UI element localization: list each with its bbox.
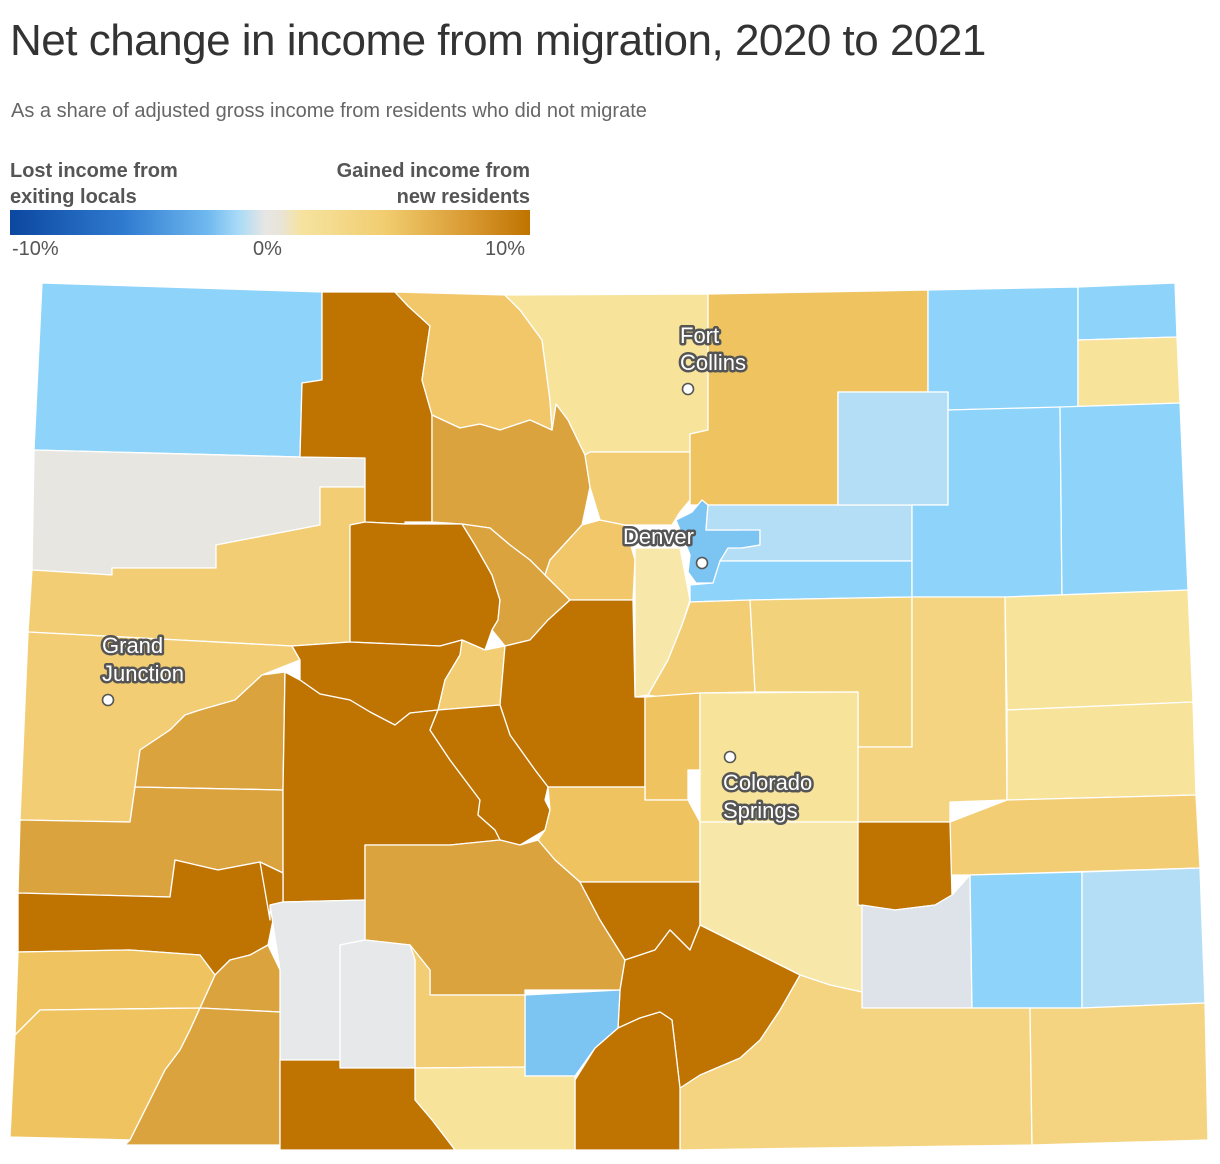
legend-loss-label: Lost income from exiting locals: [10, 158, 240, 210]
county[interactable]: [1077, 282, 1178, 341]
county[interactable]: [1059, 402, 1189, 598]
county[interactable]: [949, 794, 1201, 876]
city-dot: [681, 382, 695, 396]
legend-gain-line-2: new residents: [396, 186, 530, 208]
chart-subtitle: As a share of adjusted gross income from…: [11, 100, 647, 122]
legend-gain-line-1: Gained income from: [336, 160, 530, 182]
city-label-line: Springs: [723, 798, 798, 823]
county[interactable]: [644, 692, 701, 801]
county[interactable]: [1004, 589, 1194, 711]
city-fort-collins: Fort Collins: [678, 321, 749, 396]
county[interactable]: [584, 451, 691, 526]
legend-gain-label: Gained income from new residents: [300, 158, 530, 210]
county[interactable]: [1081, 867, 1206, 1009]
legend-tick-min: -10%: [12, 238, 59, 260]
city-label-line: Denver: [623, 524, 694, 549]
city-colorado-springs: Colorado Springs: [721, 750, 815, 826]
county[interactable]: [1006, 701, 1197, 801]
legend-tick-zero: 0%: [253, 238, 282, 260]
chart-title: Net change in income from migration, 202…: [10, 16, 986, 65]
city-label-line: Fort: [680, 323, 719, 348]
county[interactable]: [1077, 336, 1181, 408]
county[interactable]: [857, 821, 953, 911]
city-grand-junction: Grand Junction: [100, 631, 186, 707]
city-dot: [723, 750, 737, 764]
legend-tick-max: 10%: [485, 238, 526, 260]
county[interactable]: [339, 939, 416, 1069]
city-dot: [695, 556, 709, 570]
city-label-line: Collins: [680, 350, 746, 375]
city-label-line: Grand: [102, 633, 163, 658]
legend-gradient-bar: [10, 210, 530, 235]
county[interactable]: [837, 391, 949, 506]
county[interactable]: [927, 286, 1079, 411]
county[interactable]: [969, 871, 1083, 1009]
city-label-line: Colorado: [723, 770, 812, 795]
city-denver: Denver: [621, 522, 709, 570]
county[interactable]: [33, 282, 323, 458]
county[interactable]: [574, 1011, 681, 1151]
city-dot: [101, 693, 115, 707]
city-label-line: Junction: [102, 661, 184, 686]
legend-loss-line-2: exiting locals: [10, 186, 137, 208]
legend-loss-line-1: Lost income from: [10, 160, 178, 182]
county[interactable]: [1029, 1002, 1209, 1146]
county[interactable]: [689, 560, 913, 603]
county[interactable]: [279, 1059, 456, 1151]
